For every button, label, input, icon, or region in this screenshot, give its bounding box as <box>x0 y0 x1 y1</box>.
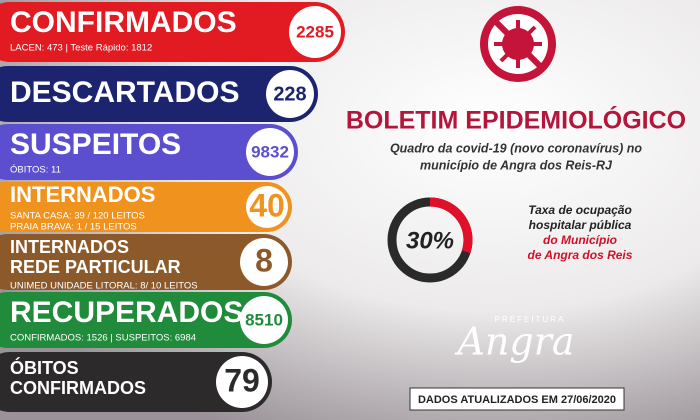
subtitle: Quadro da covid-19 (novo coronavírus) no <box>390 141 642 155</box>
row-title: INTERNADOS <box>10 237 129 257</box>
badge-value: 8510 <box>245 310 283 329</box>
badge <box>266 70 314 118</box>
badge-value: 8 <box>255 242 273 278</box>
row-title: INTERNADOS <box>10 182 155 207</box>
gauge-caption: do Município <box>543 233 617 247</box>
row-bar <box>0 292 292 348</box>
row-bar <box>0 182 292 232</box>
row-bar <box>0 352 272 412</box>
badge <box>240 238 288 286</box>
row-detail: LACEN: 473 | Teste Rápido: 1812 <box>10 43 152 54</box>
row-title: RECUPERADOS <box>10 296 243 329</box>
badge-value: 9832 <box>251 142 289 161</box>
row-title: REDE PARTICULAR <box>10 257 181 277</box>
badge <box>216 356 268 408</box>
row-title: ÓBITOS <box>10 357 79 378</box>
footer: DADOS ATUALIZADOS EM 27/06/2020 <box>418 394 616 406</box>
gauge-label: 30% <box>406 227 454 254</box>
row-title: DESCARTADOS <box>10 76 239 109</box>
row-detail: ÓBITOS: 11 <box>10 165 61 176</box>
gauge-caption: hospitalar pública <box>529 218 632 232</box>
badge-value: 79 <box>224 362 260 398</box>
gauge-caption: de Angra dos Reis <box>528 248 633 262</box>
badge <box>246 128 294 176</box>
title: BOLETIM EPIDEMIOLÓGICO <box>346 105 686 135</box>
row-detail: UNIMED UNIDADE LITORAL: 8/ 10 LEITOS <box>10 281 198 292</box>
row-detail: PRAIA BRAVA: 1 / 15 LEITOS <box>10 222 137 233</box>
row-detail: CONFIRMADOS: 1526 | SUSPEITOS: 6984 <box>10 333 196 344</box>
logo-top: PREFEITURA <box>495 315 566 324</box>
logo: Angra <box>454 320 574 364</box>
badge <box>240 296 288 344</box>
row-bar <box>0 2 345 62</box>
virus-icon <box>480 6 556 82</box>
row-bar <box>0 124 298 180</box>
badge-value: 2285 <box>296 22 334 41</box>
row-title: CONFIRMADOS <box>10 378 146 398</box>
row-detail: SANTA CASA: 39 / 120 LEITOS <box>10 211 145 222</box>
subtitle: município de Angra dos Reis-RJ <box>420 158 613 172</box>
gauge-caption: Taxa de ocupação <box>528 203 632 217</box>
row-bar <box>0 66 318 122</box>
row-title: SUSPEITOS <box>10 128 181 161</box>
badge-value: 40 <box>249 187 285 223</box>
footer-box <box>409 387 625 411</box>
gauge-arc <box>429 197 473 254</box>
row-title: CONFIRMADOS <box>10 6 237 39</box>
badge <box>246 186 288 228</box>
badge-value: 228 <box>273 83 306 105</box>
badge <box>289 6 341 58</box>
row-bar <box>0 234 292 290</box>
